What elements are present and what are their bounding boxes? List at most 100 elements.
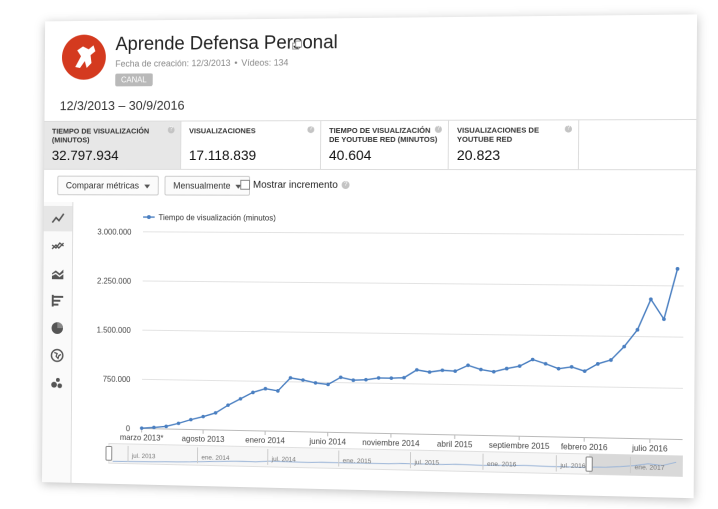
increment-checkbox[interactable] [240,180,251,191]
data-point [201,414,205,419]
chart-area: 3.000.000 2.250.000 1.500.000 750.000 0 marz… [74,202,694,498]
data-point [569,365,574,369]
gridline [142,379,683,388]
y-tick-label: 750.000 [103,375,131,384]
bar-chart-icon [51,294,64,307]
navigator-handle[interactable] [106,446,112,460]
navigator-label: ene. 2015 [343,458,372,466]
metric-label: TIEMPO DE VISUALIZACIÓN DE YOUTUBE RED (… [329,125,438,145]
data-point [388,375,393,380]
y-tick-label: 2.250.000 [97,277,132,286]
date-range[interactable]: 12/3/2013 – 30/9/2016 [59,97,185,114]
y-tick-label: 3.000.000 [97,228,132,237]
data-point [415,368,419,372]
help-icon[interactable]: ? [434,125,442,133]
line-chart-button[interactable] [43,205,73,232]
chart-legend: Tiempo de visualización (minutos) [143,213,276,223]
line-chart: 3.000.000 2.250.000 1.500.000 750.000 0 marz… [97,213,694,498]
legend-marker [146,215,151,220]
creation-date: Fecha de creación: 12/3/2013 [115,58,231,69]
x-tick-label: enero 2014 [245,435,285,445]
metric-value: 17.118.839 [188,147,257,163]
bar-chart-button[interactable] [43,288,72,314]
pie-chart-button[interactable] [43,315,72,341]
x-tick-label: agosto 2013 [182,434,225,444]
navigator-label: jul. 2013 [131,453,156,461]
stacked-area-icon [51,269,64,280]
data-point [543,361,548,366]
navigator-handle[interactable] [586,457,592,471]
chevron-down-icon [143,184,150,189]
channel-badge: CANAL [115,73,153,87]
metric-label: VISUALIZACIONES DE YOUTUBE RED [456,125,540,144]
help-icon[interactable]: ? [564,125,573,133]
data-point [313,381,318,385]
navigator-label: ene. 2014 [201,454,230,462]
gridline [142,330,683,337]
x-tick-label: junio 2014 [308,437,346,447]
x-tick-label: abril 2015 [437,439,473,449]
map-chart-button[interactable] [43,343,72,369]
metric-label: VISUALIZACIONES [189,126,256,136]
bubble-chart-button[interactable] [43,370,72,396]
metric-watch-time[interactable]: TIEMPO DE VISUALIZACIÓN (MINUTOS) 32.797… [44,121,182,169]
data-point [351,378,356,383]
data-point [139,426,144,430]
external-link-icon[interactable] [292,41,302,51]
data-point [675,266,680,271]
data-point [662,317,666,322]
navigator-label: jul. 2014 [271,456,297,464]
chart-type-toolbar [42,201,74,483]
metric-value: 32.797.934 [51,147,119,163]
data-point [301,378,305,382]
series-line [140,263,679,441]
data-point [556,366,561,371]
channel-logo [61,34,106,80]
compare-metrics-button[interactable]: Comparar métricas [57,175,159,196]
metric-value: 20.823 [456,146,501,164]
x-tick-label: julio 2016 [631,444,668,454]
line-chart-icon [51,212,64,226]
navigator-label: jul. 2016 [559,462,586,470]
data-point [491,369,496,374]
channel-title[interactable]: Aprende Defensa Personal [115,32,338,55]
show-increment-toggle[interactable]: Mostrar incremento? [240,176,350,196]
navigator-label: ene. 2017 [635,464,665,472]
analytics-card: Aprende Defensa Personal Fecha de creaci… [42,14,698,499]
data-point [479,367,483,372]
multi-line-chart-icon [51,239,64,253]
x-axis: marzo 2013* agosto 2013 enero 2014 junio 20… [120,428,668,454]
help-icon[interactable]: ? [307,126,315,134]
legend-label: Tiempo de visualización (minutos) [158,213,276,223]
channel-meta: Fecha de creación: 12/3/2013 • Vídeos: 134 [115,57,289,69]
x-tick-label: febrero 2016 [561,442,608,452]
globe-map-icon [50,349,63,363]
metric-red-watch-time[interactable]: TIEMPO DE VISUALIZACIÓN DE YOUTUBE RED (… [320,120,450,170]
data-point [189,417,193,422]
navigator-label: jul. 2015 [413,459,439,467]
y-axis: 3.000.000 2.250.000 1.500.000 750.000 0 [97,228,132,434]
x-tick-label: noviembre 2014 [362,438,420,448]
channel-header: Aprende Defensa Personal Fecha de creaci… [44,14,697,128]
data-point [263,386,268,391]
x-tick-label: marzo 2013* [120,433,164,443]
data-point [376,375,380,380]
data-point [402,375,406,380]
help-icon[interactable]: ? [341,181,350,190]
x-tick-label: septiembre 2015 [489,441,550,452]
multi-line-chart-button[interactable] [44,233,73,259]
help-icon[interactable]: ? [167,126,175,134]
data-point [427,370,432,374]
stacked-area-button[interactable] [43,261,72,287]
data-point [176,421,181,426]
interval-dropdown[interactable]: Mensualmente [164,175,251,196]
increment-label: Mostrar incremento [252,179,338,191]
metric-red-views[interactable]: VISUALIZACIONES DE YOUTUBE RED 20.823 ? [448,120,580,170]
metric-views[interactable]: VISUALIZACIONES 17.118.839 ? [181,121,322,169]
metrics-row: TIEMPO DE VISUALIZACIÓN (MINUTOS) 32.797… [44,118,697,171]
compare-metrics-label: Comparar métricas [65,180,140,191]
navigator-label: ene. 2016 [487,461,517,469]
data-point [504,366,509,371]
data-point [440,368,445,373]
